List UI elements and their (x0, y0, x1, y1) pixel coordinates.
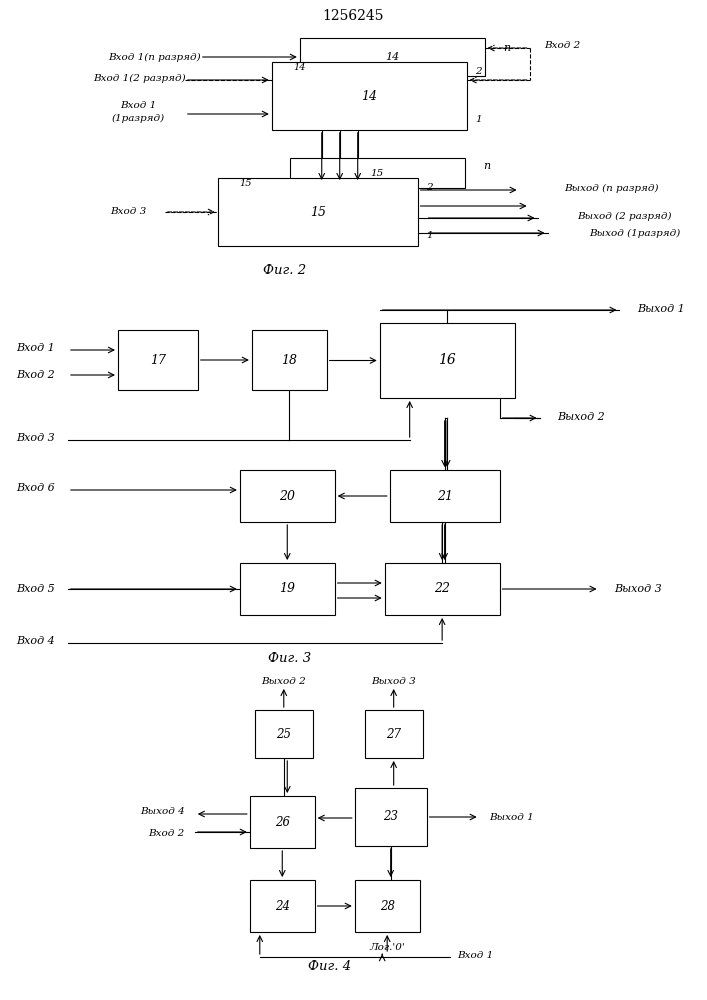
Text: Выход (1разряд): Выход (1разряд) (590, 228, 681, 238)
Text: Лог.'0': Лог.'0' (369, 944, 405, 952)
Text: Выход 3: Выход 3 (614, 584, 662, 594)
Text: 22: 22 (434, 582, 450, 595)
Text: Вход 1: Вход 1 (119, 102, 156, 110)
Bar (290, 158, 464, 188)
Bar (390, 470, 500, 522)
Text: 28: 28 (380, 900, 395, 912)
Text: Выход 2: Выход 2 (558, 412, 605, 422)
Text: Вход 4: Вход 4 (16, 636, 55, 646)
Bar (255, 710, 312, 758)
Text: 26: 26 (275, 816, 290, 828)
Text: Фиг. 3: Фиг. 3 (268, 652, 311, 664)
Text: Вход 1(2 разряд): Вход 1(2 разряд) (93, 73, 186, 83)
Bar (355, 880, 420, 932)
Text: 18: 18 (281, 354, 297, 366)
Text: Выход 3: Выход 3 (371, 678, 416, 686)
Text: Выход 4: Выход 4 (140, 808, 185, 816)
Bar (118, 330, 198, 390)
Bar (250, 796, 315, 848)
Text: 1: 1 (475, 115, 482, 124)
Text: 23: 23 (383, 810, 398, 824)
Bar (355, 788, 426, 846)
Text: Выход (п разряд): Выход (п разряд) (565, 183, 659, 193)
Bar (365, 710, 423, 758)
Text: 14: 14 (293, 64, 306, 73)
Text: 1: 1 (426, 232, 433, 240)
Text: 20: 20 (279, 489, 296, 502)
Text: Вход 5: Вход 5 (16, 584, 55, 594)
Text: Выход 2: Выход 2 (262, 678, 306, 686)
Text: п: п (503, 43, 510, 53)
Text: 24: 24 (275, 900, 290, 912)
Bar (240, 470, 334, 522)
Text: п: п (483, 161, 490, 171)
Text: 19: 19 (279, 582, 296, 595)
Bar (252, 330, 327, 390)
Bar (380, 323, 515, 398)
Text: (1разряд): (1разряд) (111, 113, 165, 123)
Text: 2: 2 (426, 184, 433, 192)
Text: Фиг. 4: Фиг. 4 (308, 960, 351, 972)
Text: Вход 1: Вход 1 (16, 343, 55, 353)
Bar (300, 38, 484, 76)
Text: Вход 1(п разряд): Вход 1(п разряд) (109, 52, 201, 62)
Bar (250, 880, 315, 932)
Text: Фиг. 2: Фиг. 2 (263, 263, 306, 276)
Text: Вход 2: Вход 2 (148, 830, 185, 838)
Bar (271, 62, 467, 130)
Text: 15: 15 (240, 180, 252, 188)
Text: Выход (2 разряд): Выход (2 разряд) (578, 211, 672, 221)
Text: Выход 1: Выход 1 (490, 812, 534, 822)
Bar (240, 563, 334, 615)
Text: 25: 25 (276, 728, 291, 740)
Text: 2: 2 (475, 68, 482, 77)
Text: Вход 2: Вход 2 (16, 370, 55, 380)
Text: Вход 6: Вход 6 (16, 483, 55, 493)
Bar (385, 563, 500, 615)
Text: Вход 2: Вход 2 (544, 41, 581, 50)
Text: 15: 15 (370, 168, 384, 178)
Text: Вход 3: Вход 3 (110, 208, 146, 217)
Text: 14: 14 (361, 90, 378, 103)
Text: 15: 15 (310, 206, 326, 219)
Text: 17: 17 (150, 354, 166, 366)
Text: 21: 21 (437, 489, 452, 502)
Text: Выход 1: Выход 1 (638, 304, 685, 314)
Bar (218, 178, 418, 246)
Text: 14: 14 (385, 52, 399, 62)
Text: Вход 3: Вход 3 (16, 433, 55, 443)
Text: Вход 1: Вход 1 (457, 950, 494, 960)
Text: 16: 16 (438, 354, 456, 367)
Text: 27: 27 (386, 728, 401, 740)
Text: 1256245: 1256245 (322, 9, 383, 23)
